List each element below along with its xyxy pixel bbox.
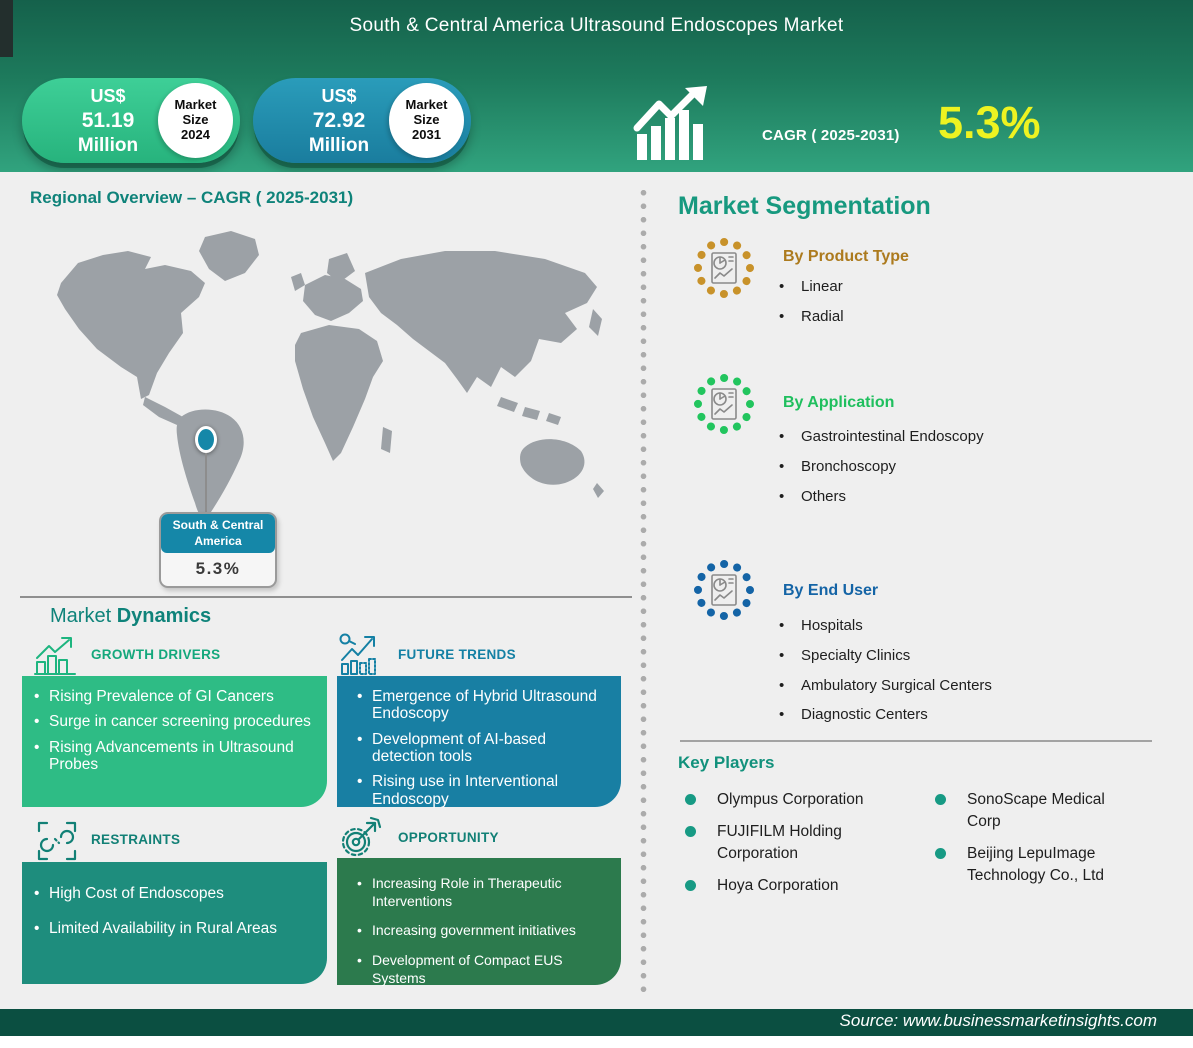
key-players-column-1: Olympus Corporation FUJIFILM Holding Cor… — [682, 789, 882, 907]
application-item: • Bronchoscopy — [779, 458, 897, 475]
market-size-2031-badge: Market Size 2031 — [389, 83, 464, 158]
growth-driver-item: Rising Advancements in Ultrasound Probes — [34, 739, 315, 774]
end-user-item: • Diagnostic Centers — [779, 706, 928, 723]
opportunity-item: Increasing government initiatives — [357, 921, 611, 939]
restraints-box: High Cost of Endoscopes Limited Availabi… — [22, 862, 327, 984]
by-end-user-label: By End User — [783, 582, 879, 599]
corner-decoration — [0, 0, 13, 57]
key-players-heading: Key Players — [678, 753, 775, 772]
key-player-item: Beijing LepuImage Technology Co., Ltd — [932, 843, 1127, 887]
header-banner: South & Central America Ultrasound Endos… — [0, 0, 1193, 172]
key-player-item: Olympus Corporation — [682, 789, 882, 811]
world-map — [57, 231, 604, 518]
opportunity-box: Increasing Role in Therapeutic Intervent… — [337, 858, 621, 987]
future-trend-item: Emergence of Hybrid Ultrasound Endoscopy — [357, 688, 609, 723]
south-central-america-map-marker[interactable] — [195, 426, 217, 453]
region-callout-title: South & Central America — [161, 514, 275, 554]
cagr-value: 5.3% — [938, 97, 1041, 148]
broken-chain-icon — [37, 821, 77, 861]
restraint-item: Limited Availability in Rural Areas — [34, 919, 315, 939]
report-document-icon — [694, 560, 754, 620]
future-trends-box: Emergence of Hybrid Ultrasound Endoscopy… — [337, 676, 621, 808]
restraints-label: RESTRAINTS — [91, 832, 181, 847]
footer-bar: Source: www.businessmarketinsights.com — [0, 1009, 1193, 1036]
market-segmentation-heading: Market Segmentation — [678, 192, 931, 220]
market-size-2031-value: US$ 72.92 Million — [308, 86, 370, 156]
product-type-item: • Radial — [779, 308, 844, 325]
regional-overview-heading: Regional Overview – CAGR ( 2025-2031) — [30, 188, 354, 207]
page-title: South & Central America Ultrasound Endos… — [349, 15, 844, 36]
opportunity-label: OPPORTUNITY — [398, 830, 499, 845]
dotted-vertical-divider — [640, 186, 647, 992]
report-document-icon — [694, 374, 754, 434]
opportunity-item: Development of Compact EUS Systems — [357, 951, 611, 987]
market-size-2024-pill: US$ 51.19 Million Market Size 2024 — [22, 78, 240, 163]
end-user-item: • Hospitals — [779, 617, 863, 634]
product-type-item: • Linear — [779, 278, 843, 295]
key-player-item: Hoya Corporation — [682, 875, 882, 897]
market-size-2031-pill: US$ 72.92 Million Market Size 2031 — [253, 78, 471, 163]
key-player-item: FUJIFILM Holding Corporation — [682, 821, 882, 865]
right-section-divider — [680, 740, 1152, 742]
left-section-divider — [20, 596, 632, 598]
report-document-icon — [694, 238, 754, 298]
key-player-item: SonoScape Medical Corp — [932, 789, 1127, 833]
region-callout: South & Central America 5.3% — [159, 512, 277, 589]
end-user-item: • Specialty Clinics — [779, 647, 911, 664]
growth-drivers-box: Rising Prevalence of GI Cancers Surge in… — [22, 676, 327, 807]
opportunity-item: Increasing Role in Therapeutic Intervent… — [357, 874, 611, 910]
application-item: • Gastrointestinal Endoscopy — [779, 428, 984, 445]
source-text: Source: www.businessmarketinsights.com — [839, 1011, 1157, 1030]
market-dynamics-heading: Market Dynamics — [50, 605, 212, 627]
growth-drivers-label: GROWTH DRIVERS — [91, 647, 221, 662]
gear-arrow-icon — [341, 816, 382, 857]
future-trend-item: Rising use in Interventional Endoscopy — [357, 773, 609, 808]
growth-driver-item: Surge in cancer screening procedures — [34, 713, 315, 731]
region-cagr-value: 5.3% — [195, 559, 241, 579]
by-product-type-label: By Product Type — [783, 248, 909, 265]
trend-line-chart-icon — [339, 633, 376, 675]
end-user-item: • Ambulatory Surgical Centers — [779, 677, 992, 694]
bar-chart-growth-icon — [34, 637, 76, 675]
restraint-item: High Cost of Endoscopes — [34, 884, 315, 904]
key-players-column-2: SonoScape Medical Corp Beijing LepuImage… — [932, 789, 1127, 897]
future-trend-item: Development of AI-based detection tools — [357, 731, 609, 766]
market-size-2024-value: US$ 51.19 Million — [77, 86, 139, 156]
application-item: • Others — [779, 488, 847, 505]
future-trends-label: FUTURE TRENDS — [398, 647, 516, 662]
marker-connector-line — [205, 453, 207, 513]
growth-driver-item: Rising Prevalence of GI Cancers — [34, 688, 315, 706]
by-application-label: By Application — [783, 394, 895, 411]
market-size-2024-badge: Market Size 2024 — [158, 83, 233, 158]
cagr-label: CAGR ( 2025-2031) — [762, 127, 900, 144]
growth-bar-chart-icon — [633, 86, 707, 160]
